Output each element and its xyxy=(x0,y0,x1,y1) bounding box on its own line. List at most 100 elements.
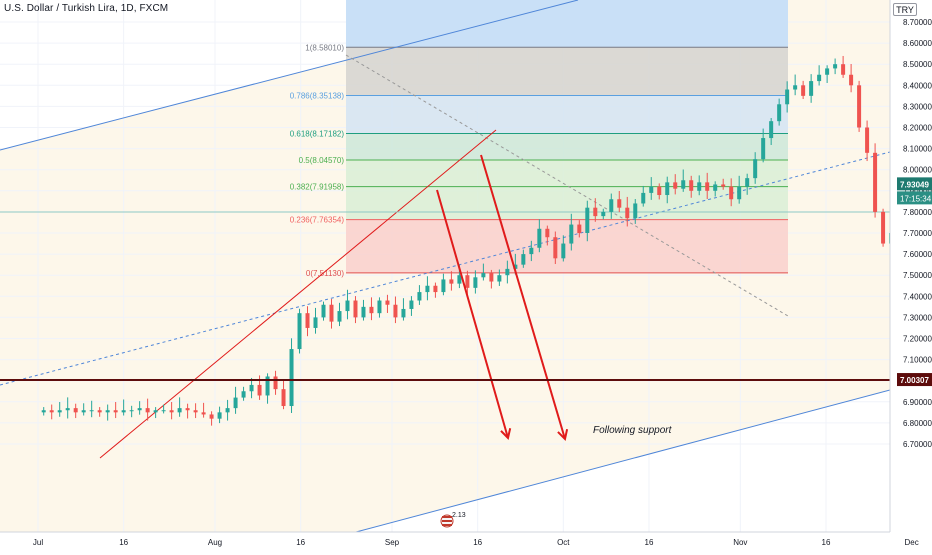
candle-body xyxy=(129,410,134,412)
candle-body xyxy=(513,264,518,269)
candle xyxy=(65,397,70,419)
candle-body xyxy=(713,184,718,191)
trend-lines[interactable] xyxy=(0,0,891,533)
candle xyxy=(449,271,454,291)
price-tick-label: 7.80000 xyxy=(903,208,932,217)
flag-stripe xyxy=(442,516,452,518)
candle xyxy=(593,198,598,222)
price-tick-label: 7.90000 xyxy=(903,187,932,196)
candle-body xyxy=(833,64,838,69)
candle xyxy=(441,273,446,296)
fibonacci-retracement[interactable]: 1(8.58010) 0.786(8.35138) 0.618(8.17182) 0.… xyxy=(290,0,788,278)
candle-body xyxy=(257,384,262,396)
economic-event-badge[interactable] xyxy=(440,514,454,528)
fib-level-label: 0.236(7.76354) xyxy=(290,216,345,225)
forecast-arrows[interactable] xyxy=(436,154,569,442)
candle-body xyxy=(633,203,638,219)
candle xyxy=(881,208,886,247)
candle xyxy=(225,399,230,421)
channel-upper-line[interactable] xyxy=(0,0,579,151)
candle xyxy=(537,219,542,253)
candle-body xyxy=(193,410,198,413)
candle-body xyxy=(417,292,422,301)
candle-body xyxy=(321,304,326,318)
candle-body xyxy=(785,89,790,105)
candle xyxy=(553,231,558,265)
fib-level-label: 0.618(8.17182) xyxy=(290,129,345,138)
candle-body xyxy=(625,207,630,219)
price-tick-label: 8.70000 xyxy=(903,18,932,27)
candle xyxy=(273,370,278,395)
candle xyxy=(249,377,254,399)
candle-body xyxy=(225,408,230,413)
candle-body xyxy=(425,285,430,293)
candle-body xyxy=(137,408,142,411)
candle-body xyxy=(65,408,70,411)
candle-body xyxy=(169,410,174,413)
symbol-title: U.S. Dollar / Turkish Lira, 1D, FXCM xyxy=(4,3,169,14)
candle xyxy=(265,373,270,404)
candle xyxy=(281,380,286,410)
candle xyxy=(353,296,358,324)
candle xyxy=(313,307,318,334)
time-tick-label: Aug xyxy=(208,538,222,547)
candle xyxy=(785,81,790,113)
candle xyxy=(649,177,654,200)
candle xyxy=(337,302,342,327)
candle xyxy=(169,402,174,420)
channel-lower-line[interactable] xyxy=(355,389,891,533)
candle xyxy=(865,120,870,162)
currency-badge[interactable]: TRY xyxy=(893,3,917,16)
candle-body xyxy=(505,268,510,276)
candle xyxy=(105,404,110,421)
candle-body xyxy=(681,180,686,189)
candle-body xyxy=(161,410,166,412)
candle xyxy=(361,299,366,321)
candle xyxy=(81,403,86,416)
candle xyxy=(505,260,510,284)
candle xyxy=(489,269,494,289)
candle-body xyxy=(457,275,462,284)
candle-body xyxy=(593,207,598,217)
candle-body xyxy=(313,317,318,328)
candle-body xyxy=(385,300,390,305)
candle-body xyxy=(617,199,622,208)
last-price-value: 7.93049 xyxy=(900,180,929,189)
candle xyxy=(777,98,782,126)
price-tick-label: 7.40000 xyxy=(903,292,932,301)
candle-body xyxy=(273,376,278,390)
support-line-group[interactable]: Following support xyxy=(0,379,890,436)
candle xyxy=(809,74,814,103)
candle-body xyxy=(401,308,406,318)
candle-body xyxy=(89,410,94,412)
price-axis[interactable]: 8.70000 8.60000 8.50000 8.40000 8.30000 8.200… xyxy=(889,0,932,550)
price-tick-label: 7.50000 xyxy=(903,271,932,280)
fib-extension-zone xyxy=(346,0,788,48)
candle xyxy=(713,181,718,197)
candle xyxy=(73,403,78,419)
candle-body xyxy=(361,306,366,318)
support-price-badge[interactable] xyxy=(897,373,932,387)
forecast-arrow-2[interactable] xyxy=(480,154,566,440)
rising-trendline[interactable] xyxy=(99,129,497,459)
candle xyxy=(849,63,854,93)
candle xyxy=(153,407,158,419)
candle-body xyxy=(841,64,846,75)
last-price-badge[interactable] xyxy=(897,177,932,191)
candle-body xyxy=(809,81,814,96)
candle-body xyxy=(873,152,878,212)
dashed-diagonal[interactable] xyxy=(345,54,789,317)
candle-body xyxy=(241,391,246,398)
candle-body xyxy=(865,127,870,153)
candle-body xyxy=(705,182,710,191)
candle-body xyxy=(153,410,158,413)
candle xyxy=(289,338,294,413)
candle-body xyxy=(529,247,534,255)
candle xyxy=(761,128,766,163)
price-axis-bg xyxy=(890,0,932,550)
time-axis[interactable]: Jul16Aug16Sep16Oct16Nov16Dec162021Feb16M… xyxy=(0,512,932,550)
fib-level-label: 0.786(8.35138) xyxy=(290,92,345,101)
forecast-arrow-1[interactable] xyxy=(436,189,509,439)
